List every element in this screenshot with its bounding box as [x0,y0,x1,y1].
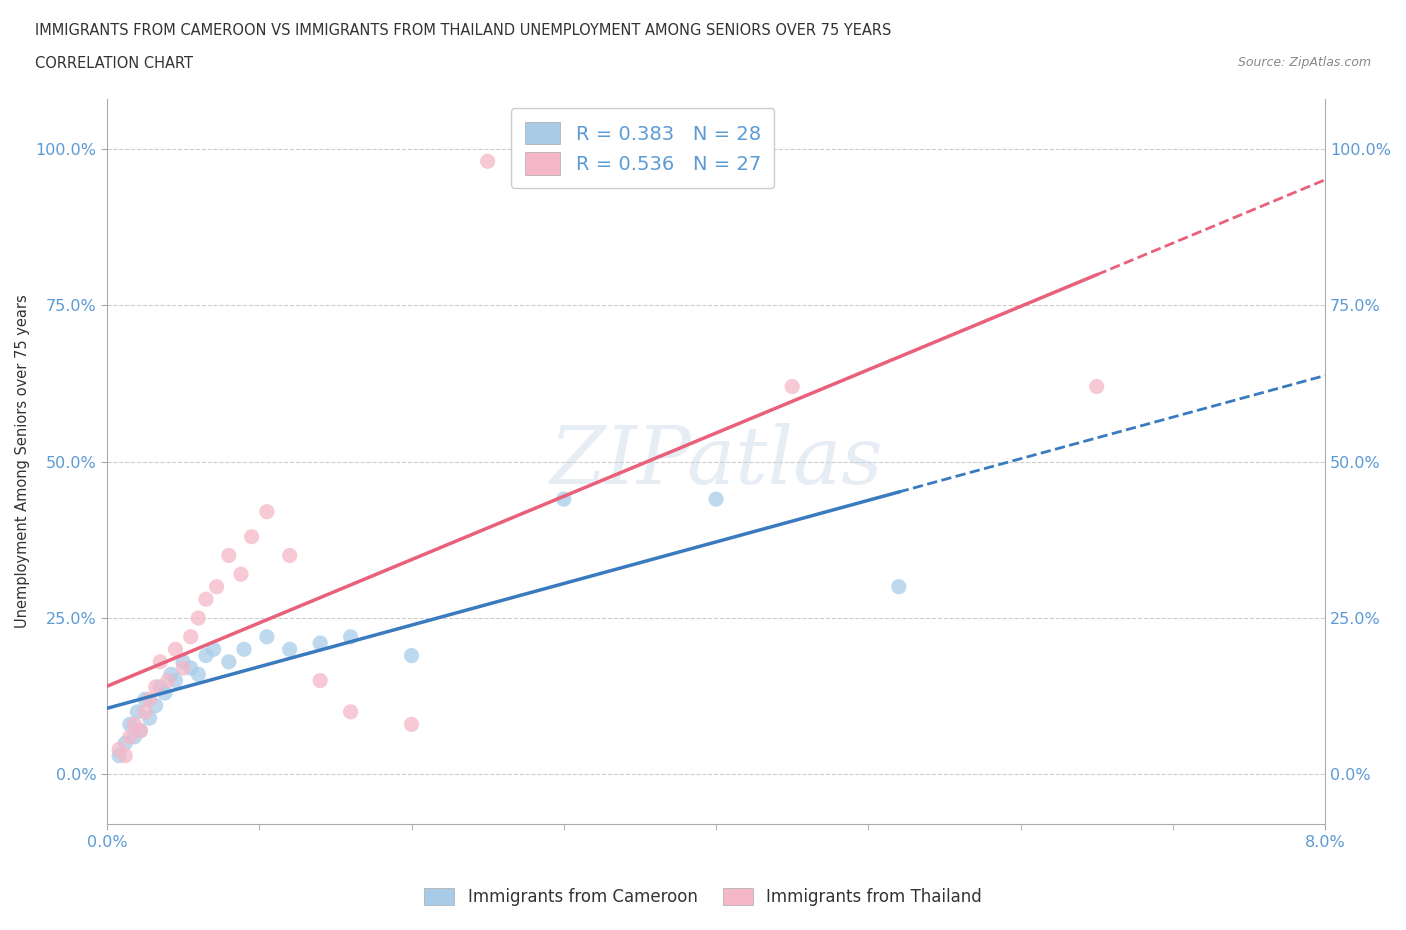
Point [138,692,160,707]
Point [229,566,252,581]
Point [1085,379,1108,394]
Point [218,655,240,670]
Point [477,153,499,168]
Point [401,717,423,732]
Point [240,529,263,544]
Point [233,642,256,657]
Text: Source: ZipAtlas.com: Source: ZipAtlas.com [1237,56,1371,69]
Point [156,673,179,688]
Point [309,635,332,650]
Point [108,742,131,757]
Text: ZIPatlas: ZIPatlas [550,423,883,500]
Point [145,698,167,713]
Point [194,591,217,606]
Point [194,648,217,663]
Point [149,655,172,670]
Point [172,660,194,675]
Point [129,724,152,738]
Point [887,579,910,594]
Point [134,704,156,719]
Point [278,548,301,563]
Point [704,492,727,507]
Point [187,667,209,682]
Point [108,749,131,764]
Point [218,548,240,563]
Point [134,692,156,707]
Point [124,729,146,744]
Point [129,724,152,738]
Point [553,492,575,507]
Point [127,704,149,719]
Point [118,717,141,732]
Point [256,630,278,644]
Point [187,611,209,626]
Point [153,685,176,700]
Point [138,711,160,725]
Point [149,680,172,695]
Point [114,736,136,751]
Point [401,648,423,663]
Point [172,655,194,670]
Point [339,630,361,644]
Text: CORRELATION CHART: CORRELATION CHART [35,56,193,71]
Point [339,704,361,719]
Point [256,504,278,519]
Point [165,673,187,688]
Point [114,749,136,764]
Point [118,729,141,744]
Point [165,642,187,657]
Y-axis label: Unemployment Among Seniors over 75 years: Unemployment Among Seniors over 75 years [15,295,30,629]
Point [309,673,332,688]
Point [180,660,202,675]
Text: IMMIGRANTS FROM CAMEROON VS IMMIGRANTS FROM THAILAND UNEMPLOYMENT AMONG SENIORS : IMMIGRANTS FROM CAMEROON VS IMMIGRANTS F… [35,23,891,38]
Point [202,642,225,657]
Legend: Immigrants from Cameroon, Immigrants from Thailand: Immigrants from Cameroon, Immigrants fro… [418,881,988,912]
Point [124,717,146,732]
Legend: R = 0.383   N = 28, R = 0.536   N = 27: R = 0.383 N = 28, R = 0.536 N = 27 [512,109,775,189]
Point [278,642,301,657]
Point [180,630,202,644]
Point [145,680,167,695]
Point [205,579,228,594]
Point [160,667,183,682]
Point [780,379,803,394]
